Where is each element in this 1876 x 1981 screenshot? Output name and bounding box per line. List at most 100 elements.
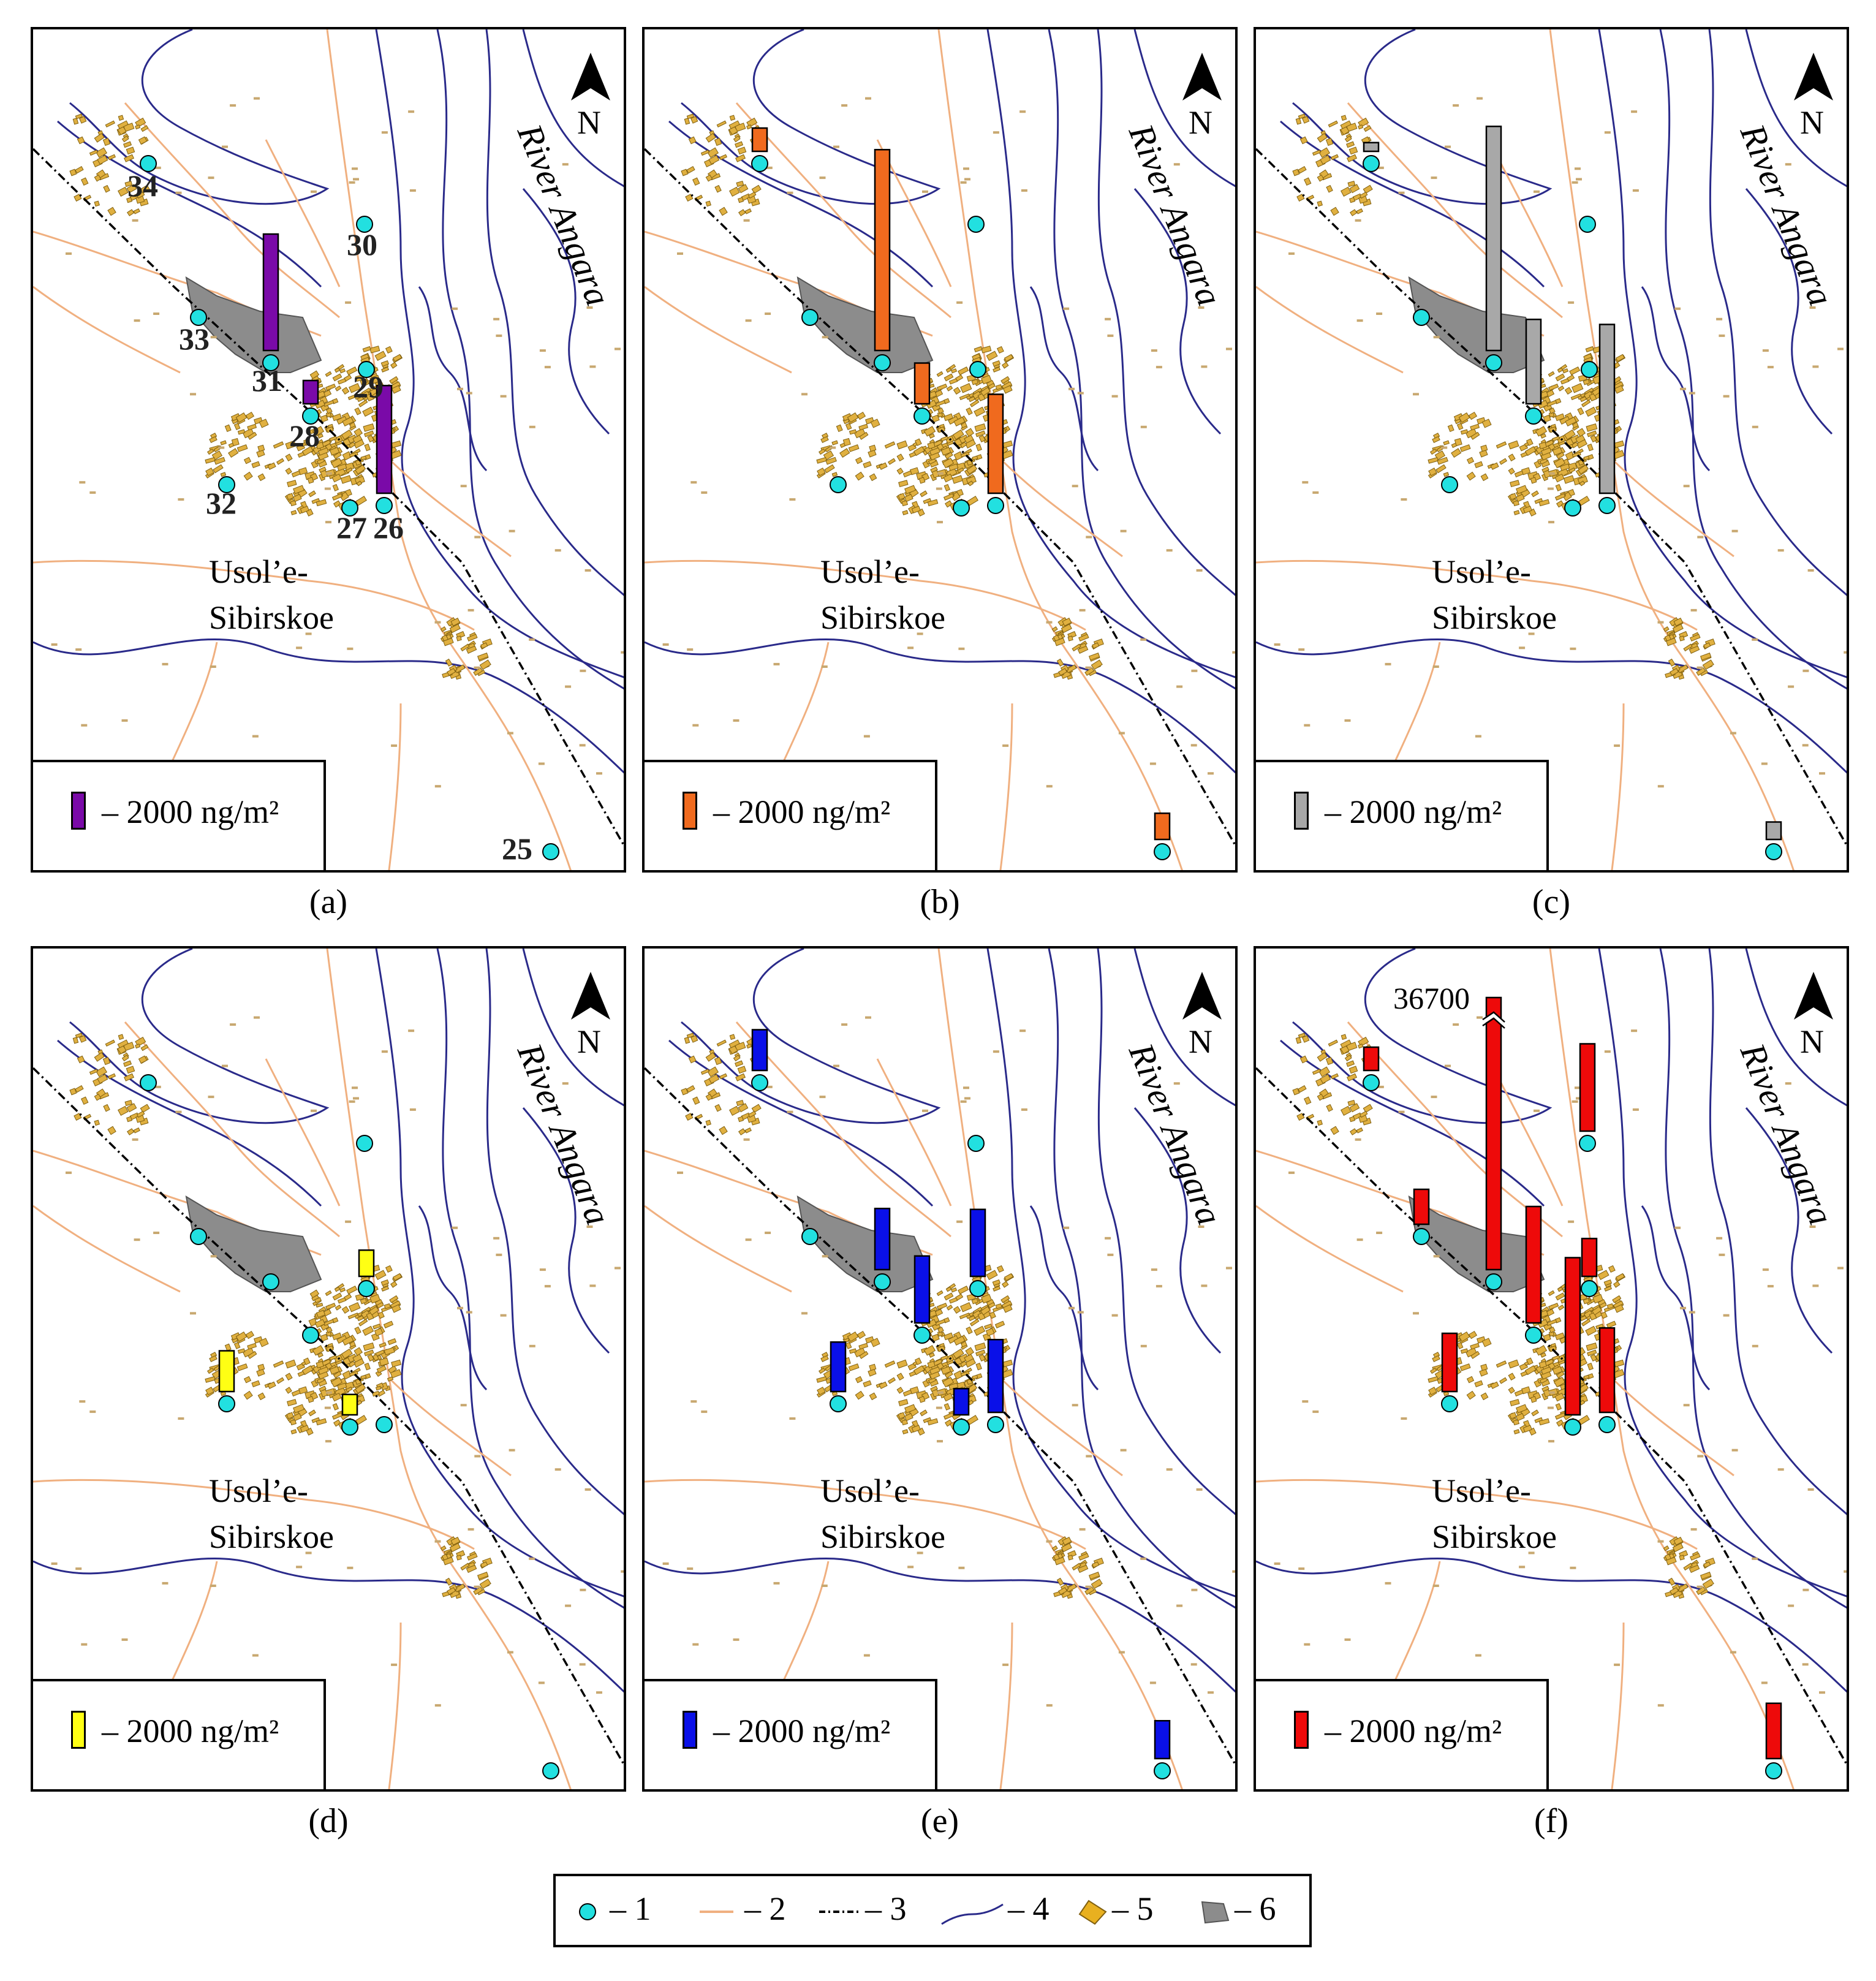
building-block <box>865 97 871 100</box>
building-block <box>1190 1663 1197 1666</box>
building-block <box>314 400 325 409</box>
building-block <box>1475 1654 1481 1657</box>
building-block <box>1451 448 1462 458</box>
building-block <box>214 456 225 465</box>
building-block <box>1072 643 1081 652</box>
building-block <box>434 785 441 788</box>
sampling-site-34 <box>1363 1074 1380 1091</box>
building-block <box>1432 436 1440 443</box>
building-block <box>1376 1232 1383 1234</box>
building-block <box>1572 181 1578 184</box>
data-bar-site-34 <box>751 1029 768 1072</box>
building-block <box>450 1537 461 1546</box>
building-block <box>1690 634 1701 642</box>
building-block <box>988 382 996 390</box>
legend-label-5: – 5 <box>1112 1890 1154 1927</box>
sampling-site-32 <box>830 476 847 493</box>
sampling-site-33 <box>1413 1228 1430 1245</box>
building-block <box>940 1366 951 1375</box>
building-block <box>123 1060 132 1067</box>
building-block <box>1837 347 1844 350</box>
river-shore-line <box>436 29 624 690</box>
building-block <box>1320 1074 1331 1084</box>
building-block <box>923 426 936 437</box>
building-block <box>339 368 346 374</box>
building-block <box>869 444 877 452</box>
building-block <box>920 1409 928 1417</box>
building-block <box>1555 483 1562 491</box>
data-bar-site-31 <box>1485 126 1502 352</box>
building-block <box>94 174 102 182</box>
building-block <box>1480 444 1488 452</box>
building-block <box>1350 1128 1358 1135</box>
building-block <box>1673 618 1684 627</box>
data-bar-site-29 <box>1581 1238 1598 1278</box>
building-block <box>247 1343 257 1350</box>
building-block <box>1677 1583 1689 1593</box>
building-block <box>154 166 161 169</box>
building-block <box>1583 1374 1590 1380</box>
building-block <box>254 1016 260 1019</box>
building-block <box>105 1039 115 1047</box>
building-block <box>773 1581 780 1585</box>
building-block <box>205 468 214 476</box>
building-block <box>1572 452 1581 458</box>
building-block <box>337 463 347 471</box>
building-block <box>1508 440 1519 450</box>
building-block <box>1317 174 1325 182</box>
sampling-site-34 <box>751 1074 768 1091</box>
road-line <box>645 559 1086 631</box>
road-line <box>326 29 463 661</box>
building-block <box>1615 1273 1625 1281</box>
building-block <box>529 1344 535 1347</box>
building-block <box>773 662 780 665</box>
building-block <box>1326 184 1333 193</box>
building-block <box>1548 384 1559 391</box>
building-block <box>273 1360 284 1368</box>
building-block <box>975 430 986 437</box>
building-block <box>1788 1604 1795 1607</box>
data-bar-site-28 <box>913 1255 931 1324</box>
building-block <box>974 423 986 432</box>
data-bar-site-26 <box>1598 324 1616 494</box>
building-block <box>1508 1387 1515 1394</box>
building-block <box>1554 1392 1565 1402</box>
river-shorelines <box>1256 29 1847 774</box>
building-block <box>1340 120 1352 129</box>
sampling-site-25 <box>1154 843 1171 860</box>
building-block <box>298 467 308 475</box>
building-block <box>714 137 722 146</box>
north-arrow-icon <box>571 53 610 100</box>
building-block <box>434 1540 441 1543</box>
building-block <box>1328 1039 1338 1047</box>
building-block <box>360 1309 370 1319</box>
building-block <box>292 1413 302 1422</box>
building-block <box>1557 1286 1564 1292</box>
sampling-site-33 <box>801 1228 819 1245</box>
building-block <box>1513 1419 1520 1426</box>
building-block <box>918 477 926 484</box>
building-block <box>1614 385 1624 394</box>
river-shore-line <box>1745 188 1833 435</box>
building-block <box>126 1116 132 1123</box>
building-block <box>1470 1350 1480 1359</box>
data-bar-site-25 <box>1765 821 1782 841</box>
building-block <box>133 208 140 214</box>
building-block <box>1480 1363 1488 1371</box>
building-block <box>1002 385 1013 394</box>
building-block <box>364 444 371 452</box>
building-block <box>1107 1253 1114 1256</box>
building-block <box>354 428 363 437</box>
building-block <box>286 493 294 501</box>
building-block <box>331 1412 343 1420</box>
building-block <box>994 1320 1005 1328</box>
building-block <box>324 487 331 490</box>
building-block <box>102 137 111 146</box>
building-block <box>247 423 257 431</box>
panel-a: River Angara Usol’e- Sibirskoe N 25 26 27 28 29 3… <box>31 27 626 873</box>
building-block <box>334 367 341 373</box>
building-block <box>1560 463 1570 471</box>
building-block <box>1631 110 1638 113</box>
building-block <box>447 668 456 676</box>
building-block <box>1474 1380 1483 1388</box>
